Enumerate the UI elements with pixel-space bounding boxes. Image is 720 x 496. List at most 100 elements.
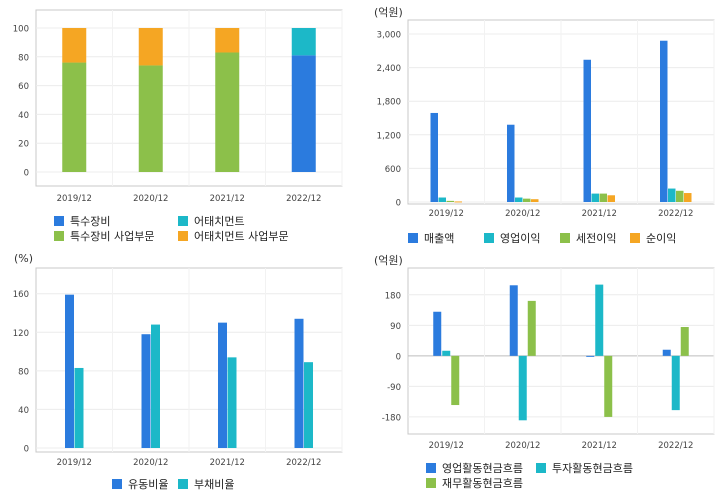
bar-2 <box>515 197 523 202</box>
chart-panel-cashflow: (억원) -180 -90 0 90 180 2019/12 2020/12 2021/12 2… <box>360 248 720 496</box>
x-tick-label: 2021/12 <box>582 209 617 219</box>
chart-income-unit: (억원) <box>374 6 403 19</box>
y-tick-label: 60 <box>18 82 29 92</box>
bar-2 <box>304 362 313 448</box>
bar-1 <box>141 334 151 448</box>
bar-1 <box>294 318 304 448</box>
legend-swatch <box>426 478 436 488</box>
bar-2 <box>74 367 84 448</box>
bar-1 <box>662 349 671 356</box>
legend-item: 어태치먼트 <box>178 213 245 229</box>
bar-3 <box>680 327 689 356</box>
legend-label: 영업이익 <box>500 232 541 245</box>
legend-swatch <box>484 233 494 243</box>
bar-1 <box>433 311 442 356</box>
legend-label: 어태치먼트 사업부문 <box>194 230 289 243</box>
y-tick-label: 160 <box>13 290 29 300</box>
chart-cashflow-unit: (억원) <box>374 254 403 267</box>
legend-item: 특수장비 <box>54 213 110 229</box>
chart-ratios-plot: 0 40 80 120 160 2019/12 2020/12 2021/12 2022/12 <box>13 267 343 468</box>
legend-swatch <box>178 479 188 489</box>
x-tick-label: 2021/12 <box>582 441 617 451</box>
legend-swatch <box>560 233 570 243</box>
bar-1 <box>507 124 515 202</box>
bar-4 <box>62 28 87 63</box>
x-tick-label: 2019/12 <box>429 209 464 219</box>
x-tick-label: 2019/12 <box>57 458 92 468</box>
y-tick-label: 20 <box>18 140 29 150</box>
legend-item: 투자활동현금흐름 <box>536 460 633 476</box>
bar-4 <box>684 193 692 202</box>
chart-panel-ratios: (%) 0 40 80 120 160 2019/12 2020/12 2021/12 2022… <box>0 248 350 496</box>
legend-swatch <box>408 233 418 243</box>
legend-swatch <box>178 216 188 226</box>
y-tick-label: 0 <box>396 199 401 209</box>
bar-2 <box>151 324 160 448</box>
chart-panel-composition: 0 20 40 60 80 100 2019/12 2020/12 2021/12 2022/12… <box>0 0 350 248</box>
x-tick-label: 2022/12 <box>658 209 693 219</box>
legend-label: 어태치먼트 <box>194 215 245 228</box>
legend-item: 순이익 <box>630 230 676 246</box>
bar-3 <box>62 62 87 173</box>
y-tick-label: 0 <box>24 169 29 179</box>
legend-label: 유동비율 <box>128 478 169 491</box>
bar-1 <box>65 294 74 448</box>
bar-3 <box>676 190 684 202</box>
bar-2 <box>518 355 527 421</box>
bar-2 <box>291 28 316 56</box>
legend-item: 매출액 <box>408 230 454 246</box>
chart-composition-legend: 특수장비 어태치먼트 특수장비 사업부문 어태치먼트 사업부문 <box>0 0 350 248</box>
bar-1 <box>660 40 668 202</box>
x-tick-label: 2020/12 <box>133 194 168 204</box>
bar-3 <box>446 200 454 202</box>
y-tick-label: -90 <box>387 383 401 393</box>
bar-1 <box>586 355 595 357</box>
bar-3 <box>523 198 531 202</box>
legend-label: 순이익 <box>646 232 677 245</box>
y-tick-label: 80 <box>18 367 29 377</box>
legend-item: 영업이익 <box>484 230 540 246</box>
bar-4 <box>138 28 163 66</box>
bar-2 <box>438 197 446 202</box>
chart-income-plot: 0 600 1,200 1,800 2,400 3,000 2019/12 2020/12 20… <box>377 19 715 219</box>
chart-cashflow-plot: -180 -90 0 90 180 2019/12 2020/12 2021/12 2022/1… <box>382 267 715 451</box>
y-tick-label: 1,800 <box>377 98 401 108</box>
x-tick-label: 2021/12 <box>210 458 245 468</box>
legend-item: 어태치먼트 사업부문 <box>178 228 289 244</box>
legend-item: 영업활동현금흐름 <box>426 460 523 476</box>
y-tick-label: 1,200 <box>377 131 401 141</box>
x-tick-label: 2021/12 <box>210 194 245 204</box>
legend-label: 부채비율 <box>194 478 235 491</box>
bar-1 <box>583 59 591 203</box>
chart-ratios-unit: (%) <box>14 252 34 265</box>
chart-ratios-legend: 유동비율 부채비율 <box>0 248 350 496</box>
bar-4 <box>454 201 462 203</box>
y-tick-label: 180 <box>385 291 401 301</box>
legend-swatch <box>54 216 64 226</box>
x-tick-label: 2022/12 <box>286 458 321 468</box>
legend-label: 특수장비 <box>70 215 111 228</box>
legend-item: 재무활동현금흐름 <box>426 475 523 491</box>
bar-3 <box>604 355 613 417</box>
bar-3 <box>599 193 607 202</box>
x-tick-label: 2020/12 <box>505 441 540 451</box>
y-tick-label: 0 <box>24 445 29 455</box>
x-tick-label: 2019/12 <box>429 441 464 451</box>
y-tick-label: 120 <box>13 329 29 339</box>
chart-panel-income: (억원) 0 600 1,200 1,800 2,400 3,000 2019/12 2020… <box>360 0 720 248</box>
chart-income-legend: 매출액 영업이익 세전이익 순이익 <box>360 0 720 248</box>
bar-1 <box>430 112 438 202</box>
y-tick-label: 40 <box>18 111 29 121</box>
x-tick-label: 2022/12 <box>286 194 321 204</box>
bar-3 <box>451 355 460 406</box>
bar-4 <box>607 195 615 202</box>
legend-swatch <box>630 233 640 243</box>
bar-2 <box>442 350 451 356</box>
bar-1 <box>509 285 518 356</box>
bar-2 <box>671 355 680 411</box>
x-tick-label: 2020/12 <box>133 458 168 468</box>
legend-swatch <box>536 463 546 473</box>
legend-item: 부채비율 <box>178 476 234 492</box>
bar-2 <box>227 357 237 448</box>
